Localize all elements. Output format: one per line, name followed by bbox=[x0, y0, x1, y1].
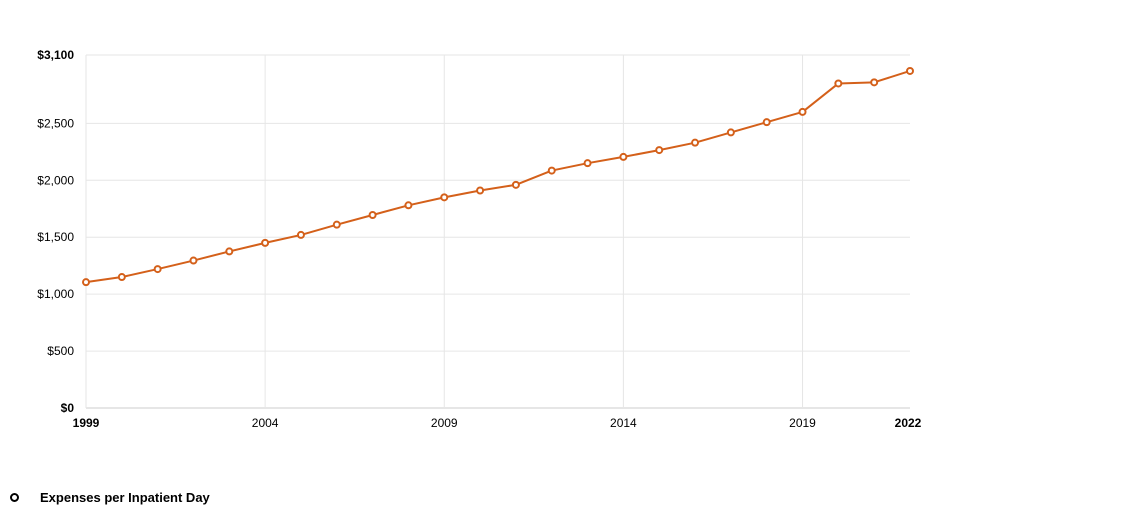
y-tick-label: $1,000 bbox=[37, 287, 74, 301]
x-tick-label: 2014 bbox=[610, 416, 637, 430]
data-point[interactable] bbox=[834, 79, 843, 88]
grid-lines bbox=[86, 54, 910, 409]
data-point[interactable] bbox=[870, 78, 879, 87]
data-point[interactable] bbox=[261, 238, 270, 247]
data-point[interactable] bbox=[225, 247, 234, 256]
x-tick-label: 2009 bbox=[431, 416, 458, 430]
data-point[interactable] bbox=[906, 66, 914, 75]
data-point[interactable] bbox=[619, 152, 628, 161]
x-tick-label: 1999 bbox=[73, 416, 100, 430]
y-tick-label: $2,000 bbox=[37, 173, 74, 187]
y-tick-label: $3,100 bbox=[37, 48, 74, 62]
data-point[interactable] bbox=[655, 146, 664, 155]
series-line bbox=[85, 69, 911, 284]
data-point[interactable] bbox=[547, 166, 556, 175]
data-point[interactable] bbox=[511, 180, 520, 189]
y-tick-label: $500 bbox=[47, 344, 74, 358]
x-tick-label: 2004 bbox=[252, 416, 279, 430]
y-axis-tick-labels: $0 $500 $1,000 $1,500 $2,000 $2,500 $3,100 bbox=[37, 48, 74, 415]
x-axis-tick-labels: 1999 2004 2009 2014 2019 2022 bbox=[73, 416, 922, 430]
data-point[interactable] bbox=[762, 118, 771, 127]
data-point[interactable] bbox=[691, 138, 700, 147]
data-point[interactable] bbox=[153, 265, 162, 274]
data-point[interactable] bbox=[82, 278, 90, 287]
series-expenses-per-inpatient-day bbox=[82, 66, 914, 287]
data-point[interactable] bbox=[583, 159, 592, 168]
data-point[interactable] bbox=[798, 107, 807, 116]
legend-marker-icon bbox=[10, 493, 19, 502]
y-tick-label: $2,500 bbox=[37, 116, 74, 130]
legend-label: Expenses per Inpatient Day bbox=[40, 490, 210, 505]
x-tick-label: 2022 bbox=[895, 416, 922, 430]
data-point[interactable] bbox=[440, 193, 449, 202]
legend[interactable]: Expenses per Inpatient Day bbox=[10, 490, 210, 505]
data-point[interactable] bbox=[368, 210, 377, 219]
y-tick-label: $0 bbox=[61, 401, 75, 415]
data-point[interactable] bbox=[189, 256, 198, 265]
data-point[interactable] bbox=[296, 230, 305, 239]
data-point[interactable] bbox=[476, 186, 485, 195]
data-point[interactable] bbox=[404, 201, 413, 210]
data-point[interactable] bbox=[332, 220, 341, 229]
data-point[interactable] bbox=[117, 273, 126, 282]
y-tick-label: $1,500 bbox=[37, 230, 74, 244]
data-point[interactable] bbox=[726, 128, 735, 137]
x-tick-label: 2019 bbox=[789, 416, 816, 430]
line-chart: $0 $500 $1,000 $1,500 $2,000 $2,500 $3,100 199… bbox=[37, 48, 922, 430]
